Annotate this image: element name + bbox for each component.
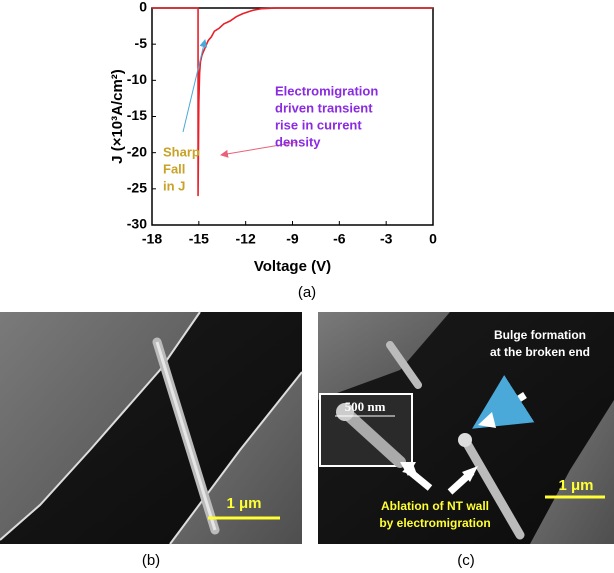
annotation: rise in current xyxy=(275,117,362,132)
annotation: Electromigration xyxy=(275,83,378,98)
x-tick-label: -18 xyxy=(142,231,162,247)
image-label: by electromigration xyxy=(379,516,490,530)
annotation: Fall xyxy=(163,161,185,176)
x-tick-label: 0 xyxy=(429,231,437,247)
x-tick-label: -6 xyxy=(333,231,346,247)
x-tick-label: -3 xyxy=(380,231,393,247)
annotation: in J xyxy=(163,178,185,193)
image-label: Ablation of NT wall xyxy=(381,499,489,513)
y-tick-label: -10 xyxy=(127,71,147,87)
arrow xyxy=(182,39,208,133)
x-axis-label: Voltage (V) xyxy=(254,258,331,275)
arrow xyxy=(220,141,299,158)
x-tick-label: -12 xyxy=(236,231,256,247)
sem-image-c xyxy=(318,312,614,544)
x-tick-label: -9 xyxy=(286,231,299,247)
sem-image-b xyxy=(0,311,303,545)
y-tick-label: 0 xyxy=(139,0,147,15)
image-label: at the broken end xyxy=(490,345,590,359)
annotation: driven transient xyxy=(275,100,373,115)
scale-bar-label: 1 μm xyxy=(226,495,261,512)
data-line xyxy=(152,7,433,197)
y-tick-label: -5 xyxy=(135,35,148,51)
caption: (b) xyxy=(142,552,160,569)
scale-bar-label: 1 μm xyxy=(558,477,593,494)
annotation: Sharp xyxy=(163,144,200,159)
y-tick-label: -30 xyxy=(127,216,147,232)
annotation: density xyxy=(275,134,321,149)
y-tick-label: -15 xyxy=(127,107,147,123)
inset-scale: 500 nm xyxy=(345,399,386,414)
x-tick-label: -15 xyxy=(189,231,209,247)
caption: (c) xyxy=(457,552,475,569)
y-tick-label: -20 xyxy=(127,143,147,159)
caption: (a) xyxy=(298,284,316,301)
y-tick-label: -25 xyxy=(127,180,147,196)
image-label: Bulge formation xyxy=(494,328,586,342)
y-axis-label: J (×10³A/cm²) xyxy=(109,69,126,164)
